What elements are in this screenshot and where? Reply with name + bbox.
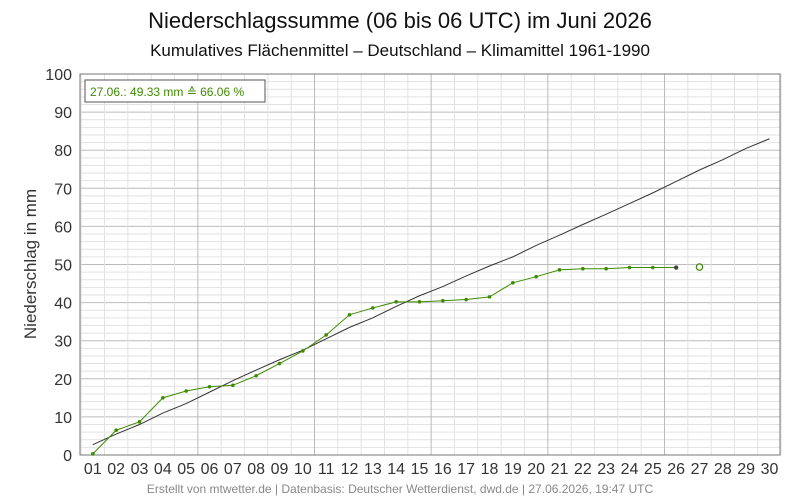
climate-line [92, 138, 770, 446]
series-layer [91, 138, 770, 456]
x-tick-label: 29 [737, 461, 755, 478]
x-tick-label: 12 [341, 461, 359, 478]
y-tick-label: 0 [63, 448, 72, 465]
y-tick-label: 60 [54, 219, 72, 236]
data-point [207, 385, 212, 389]
x-tick-label: 17 [457, 461, 475, 478]
y-tick-label: 20 [54, 372, 72, 389]
x-tick-label: 05 [177, 461, 195, 478]
data-point [347, 312, 352, 317]
x-tick-label: 15 [411, 461, 429, 478]
x-tick-label: 27 [691, 461, 709, 478]
data-point [394, 300, 398, 304]
y-axis: 0 10 20 30 40 50 60 70 80 90 100 [45, 67, 72, 465]
projection-point [695, 263, 704, 271]
data-point [581, 266, 585, 271]
x-tick-label: 25 [644, 461, 662, 478]
data-point [161, 396, 165, 400]
data-point [371, 306, 375, 310]
x-tick-label: 20 [527, 461, 545, 478]
footer-credit: Erstellt von mtwetter.de | Datenbasis: D… [147, 482, 654, 496]
y-tick-label: 100 [45, 67, 72, 84]
x-tick-label: 26 [667, 461, 685, 478]
data-point [511, 280, 515, 285]
data-point [627, 265, 632, 270]
data-point [254, 373, 258, 378]
data-point [324, 333, 328, 337]
x-tick-label: 04 [154, 461, 172, 478]
x-tick-label: 22 [574, 461, 592, 478]
data-point [114, 428, 118, 433]
x-tick-label: 06 [201, 461, 219, 478]
y-axis-label: Niederschlag in mm [21, 189, 40, 339]
data-point [184, 389, 188, 393]
data-point [277, 361, 282, 366]
data-point [534, 274, 538, 279]
x-tick-label: 03 [131, 461, 149, 478]
x-tick-label: 16 [434, 461, 452, 478]
x-tick-label: 30 [761, 461, 779, 478]
data-point [487, 295, 492, 299]
x-tick-label: 13 [364, 461, 382, 478]
data-point [417, 300, 422, 304]
x-tick-label: 11 [318, 461, 335, 478]
y-tick-label: 40 [54, 296, 72, 313]
actual-line [92, 267, 677, 455]
y-tick-label: 70 [54, 181, 72, 198]
x-tick-label: 09 [271, 461, 289, 478]
x-tick-label: 14 [387, 461, 405, 478]
data-point [604, 266, 608, 271]
x-tick-label: 08 [247, 461, 265, 478]
x-tick-label: 10 [294, 461, 312, 478]
data-point [464, 297, 468, 302]
data-point [301, 349, 305, 353]
series-climate [92, 138, 770, 446]
data-point [137, 420, 142, 424]
data-point [91, 452, 95, 456]
data-point [557, 268, 562, 272]
y-tick-label: 90 [54, 105, 72, 122]
chart-title: Niederschlagssumme (06 bis 06 UTC) im Ju… [148, 8, 652, 33]
annotation-text: 27.06.: 49.33 mm ≙ 66.06 % [90, 85, 244, 99]
x-tick-label: 02 [107, 461, 125, 478]
plot-area-border [79, 73, 781, 456]
last-data-point [673, 265, 679, 270]
x-axis: 01 02 03 04 05 06 07 08 09 10 11 12 13 14 15 16 17 18 19 20… [84, 461, 779, 478]
chart-grid [80, 73, 782, 456]
x-tick-label: 18 [481, 461, 499, 478]
series-actual [91, 265, 678, 456]
data-point [651, 265, 655, 270]
data-point [441, 298, 445, 303]
x-tick-label: 23 [597, 461, 615, 478]
chart-subtitle: Kumulatives Flächenmittel – Deutschland … [150, 41, 650, 60]
x-tick-label: 28 [714, 461, 732, 478]
x-tick-label: 24 [621, 461, 639, 478]
annotation-box: 27.06.: 49.33 mm ≙ 66.06 % [84, 79, 266, 103]
x-tick-label: 07 [224, 461, 242, 478]
data-point [231, 383, 235, 388]
y-tick-label: 80 [54, 143, 72, 160]
x-tick-label: 19 [504, 461, 522, 478]
x-tick-label: 01 [84, 461, 102, 478]
y-tick-label: 10 [54, 410, 72, 427]
y-tick-label: 50 [54, 258, 72, 275]
x-tick-label: 21 [551, 461, 569, 478]
y-tick-label: 30 [54, 334, 72, 351]
